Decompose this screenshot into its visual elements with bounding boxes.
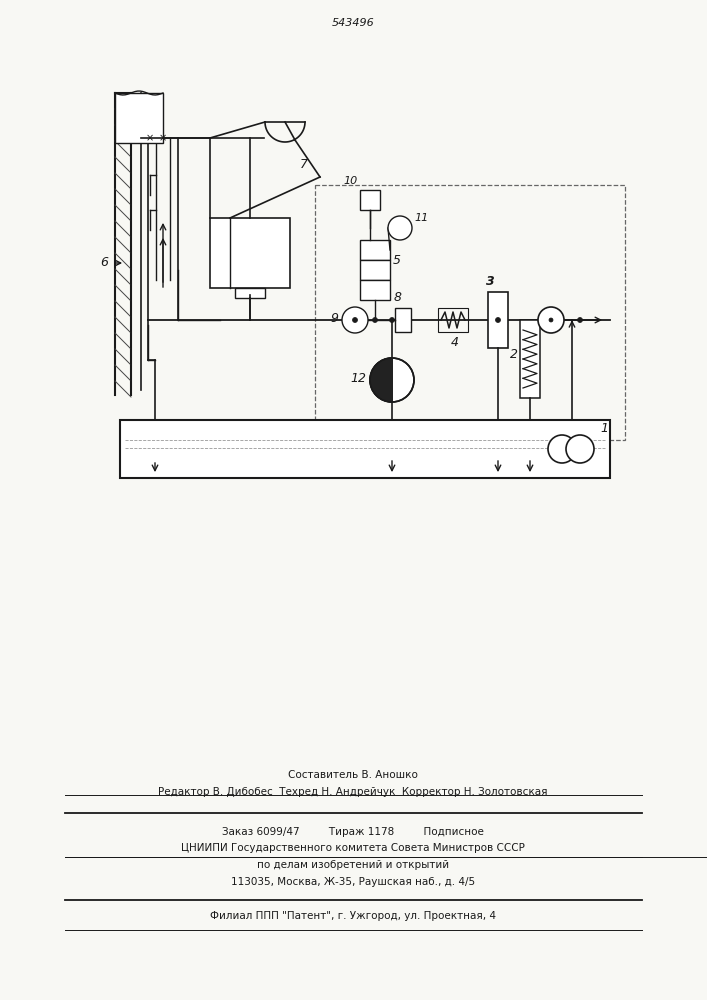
Circle shape bbox=[548, 435, 576, 463]
Bar bbox=[360, 280, 390, 300]
Text: Составитель В. Аношко: Составитель В. Аношко bbox=[288, 770, 418, 780]
Circle shape bbox=[353, 318, 358, 322]
Circle shape bbox=[373, 318, 378, 322]
Text: Редактор В. Дибобес  Техред Н. Андрейчук  Корректор Н. Золотовская: Редактор В. Дибобес Техред Н. Андрейчук … bbox=[158, 787, 548, 797]
Text: ЦНИИПИ Государственного комитета Совета Министров СССР: ЦНИИПИ Государственного комитета Совета … bbox=[181, 843, 525, 853]
Bar bbox=[360, 240, 390, 260]
Bar bbox=[438, 308, 468, 332]
Text: 12: 12 bbox=[350, 371, 366, 384]
Circle shape bbox=[342, 307, 368, 333]
Text: 7: 7 bbox=[300, 158, 308, 172]
Text: 3: 3 bbox=[486, 275, 494, 288]
Circle shape bbox=[549, 318, 553, 322]
Bar bbox=[395, 308, 411, 332]
Text: 113035, Москва, Ж-35, Раушская наб., д. 4/5: 113035, Москва, Ж-35, Раушская наб., д. … bbox=[231, 877, 475, 887]
Text: 543496: 543496 bbox=[332, 18, 375, 28]
Bar bbox=[360, 190, 380, 210]
Circle shape bbox=[370, 358, 414, 402]
Bar bbox=[360, 260, 390, 280]
Bar bbox=[235, 288, 265, 298]
Text: ×: × bbox=[146, 133, 154, 143]
Bar bbox=[520, 320, 540, 398]
Text: 8: 8 bbox=[394, 291, 402, 304]
Circle shape bbox=[388, 216, 412, 240]
Circle shape bbox=[496, 318, 501, 322]
Bar bbox=[120, 420, 610, 478]
Circle shape bbox=[578, 318, 583, 322]
Text: по делам изобретений и открытий: по делам изобретений и открытий bbox=[257, 860, 449, 870]
Text: 6: 6 bbox=[100, 256, 108, 269]
Circle shape bbox=[566, 435, 594, 463]
Text: Филиал ППП "Патент", г. Ужгород, ул. Проектная, 4: Филиал ППП "Патент", г. Ужгород, ул. Про… bbox=[210, 911, 496, 921]
Bar bbox=[488, 292, 508, 348]
Text: 4: 4 bbox=[451, 336, 459, 349]
Text: 9: 9 bbox=[330, 312, 338, 324]
Text: 2: 2 bbox=[510, 349, 518, 361]
Bar bbox=[115, 93, 163, 143]
Bar bbox=[315, 185, 625, 440]
Circle shape bbox=[390, 318, 395, 322]
Text: Заказ 6099/47         Тираж 1178         Подписное: Заказ 6099/47 Тираж 1178 Подписное bbox=[222, 827, 484, 837]
Bar bbox=[210, 218, 290, 288]
Text: ×: × bbox=[159, 133, 167, 143]
Circle shape bbox=[538, 307, 564, 333]
Text: 5: 5 bbox=[393, 253, 401, 266]
Polygon shape bbox=[370, 358, 392, 402]
Text: 10: 10 bbox=[344, 176, 358, 186]
Text: 11: 11 bbox=[414, 213, 428, 223]
Text: 1: 1 bbox=[600, 422, 608, 434]
